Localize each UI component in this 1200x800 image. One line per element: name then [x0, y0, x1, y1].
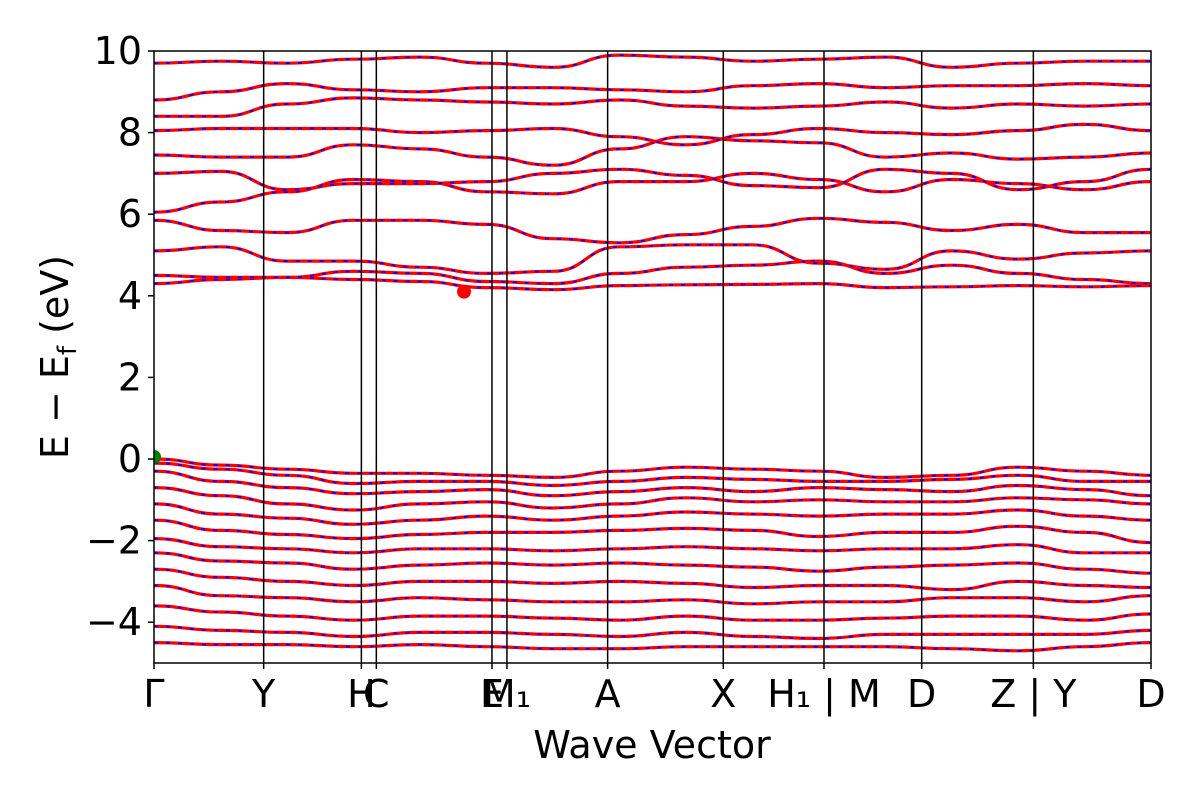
band-line — [154, 461, 1151, 488]
high-symmetry-lines — [262, 51, 1035, 663]
band-line-dashed — [154, 276, 1151, 291]
band-line — [154, 502, 1151, 526]
band-line-dashed — [154, 243, 1151, 275]
band-line — [154, 624, 1151, 641]
plot-frame — [153, 50, 1152, 664]
y-axis-label: E − Ef (eV) — [33, 255, 83, 459]
band-line-dashed — [154, 96, 1151, 118]
band-line — [154, 641, 1151, 653]
band-line — [154, 81, 1151, 102]
y-tick-label: −2 — [86, 519, 142, 563]
x-tick-label: Z | Y — [990, 672, 1077, 717]
band-line — [154, 53, 1151, 69]
y-tick-label: −4 — [86, 600, 142, 644]
x-tick-label: H₁ | M — [767, 672, 881, 717]
band-line — [154, 537, 1151, 555]
band-line — [154, 122, 1151, 147]
x-tick-label: D — [1136, 672, 1165, 716]
markers-layer — [154, 284, 472, 464]
band-line — [154, 551, 1151, 575]
y-tick-label: 4 — [118, 274, 142, 318]
y-tick-label: 8 — [118, 111, 142, 155]
bands-layer — [154, 53, 1151, 653]
y-tick-label: 10 — [94, 29, 142, 73]
y-tick-label: 2 — [118, 355, 142, 399]
band-line — [154, 259, 1151, 286]
x-tick-label: E — [480, 672, 504, 716]
x-tick-label: H — [347, 672, 376, 716]
x-tick-label: D — [907, 672, 936, 716]
band-line — [154, 275, 1151, 292]
y-tick-label: 6 — [118, 192, 142, 236]
band-line-dashed — [154, 168, 1151, 191]
band-line — [154, 604, 1151, 622]
band-line — [154, 486, 1151, 512]
y-tick-label: 0 — [118, 437, 142, 481]
band-line-dashed — [154, 519, 1151, 544]
x-tick-label: A — [595, 672, 621, 716]
band-line — [154, 583, 1151, 606]
band-line — [154, 457, 1151, 480]
x-tick-label: Γ — [143, 672, 164, 716]
band-line-dashed — [154, 172, 1151, 214]
band-line-dashed — [154, 260, 1151, 285]
band-line — [154, 518, 1151, 545]
band-line — [154, 171, 1151, 214]
band-line — [154, 567, 1151, 592]
band-line-dashed — [154, 217, 1151, 244]
band-line — [154, 469, 1151, 498]
band-line — [154, 216, 1151, 245]
x-ticks: Γ Y HC EM₁ A X H₁ | M D Z | Y D — [143, 663, 1166, 717]
x-axis-label: Wave Vector — [533, 723, 771, 767]
band-line-dashed — [154, 135, 1151, 167]
band-edge-marker — [154, 449, 161, 464]
y-ticks: 10 8 6 4 2 0 −2 −4 — [86, 29, 154, 644]
band-line — [154, 167, 1151, 192]
band-line-dashed — [154, 641, 1151, 652]
band-line-dashed — [154, 568, 1151, 591]
x-tick-label: X — [710, 672, 736, 716]
x-tick-label: M₁ — [483, 672, 531, 716]
band-edge-marker — [457, 284, 472, 299]
x-tick-label: Y — [251, 672, 276, 716]
x-tick-label: C — [363, 672, 390, 716]
band-line — [154, 96, 1151, 118]
